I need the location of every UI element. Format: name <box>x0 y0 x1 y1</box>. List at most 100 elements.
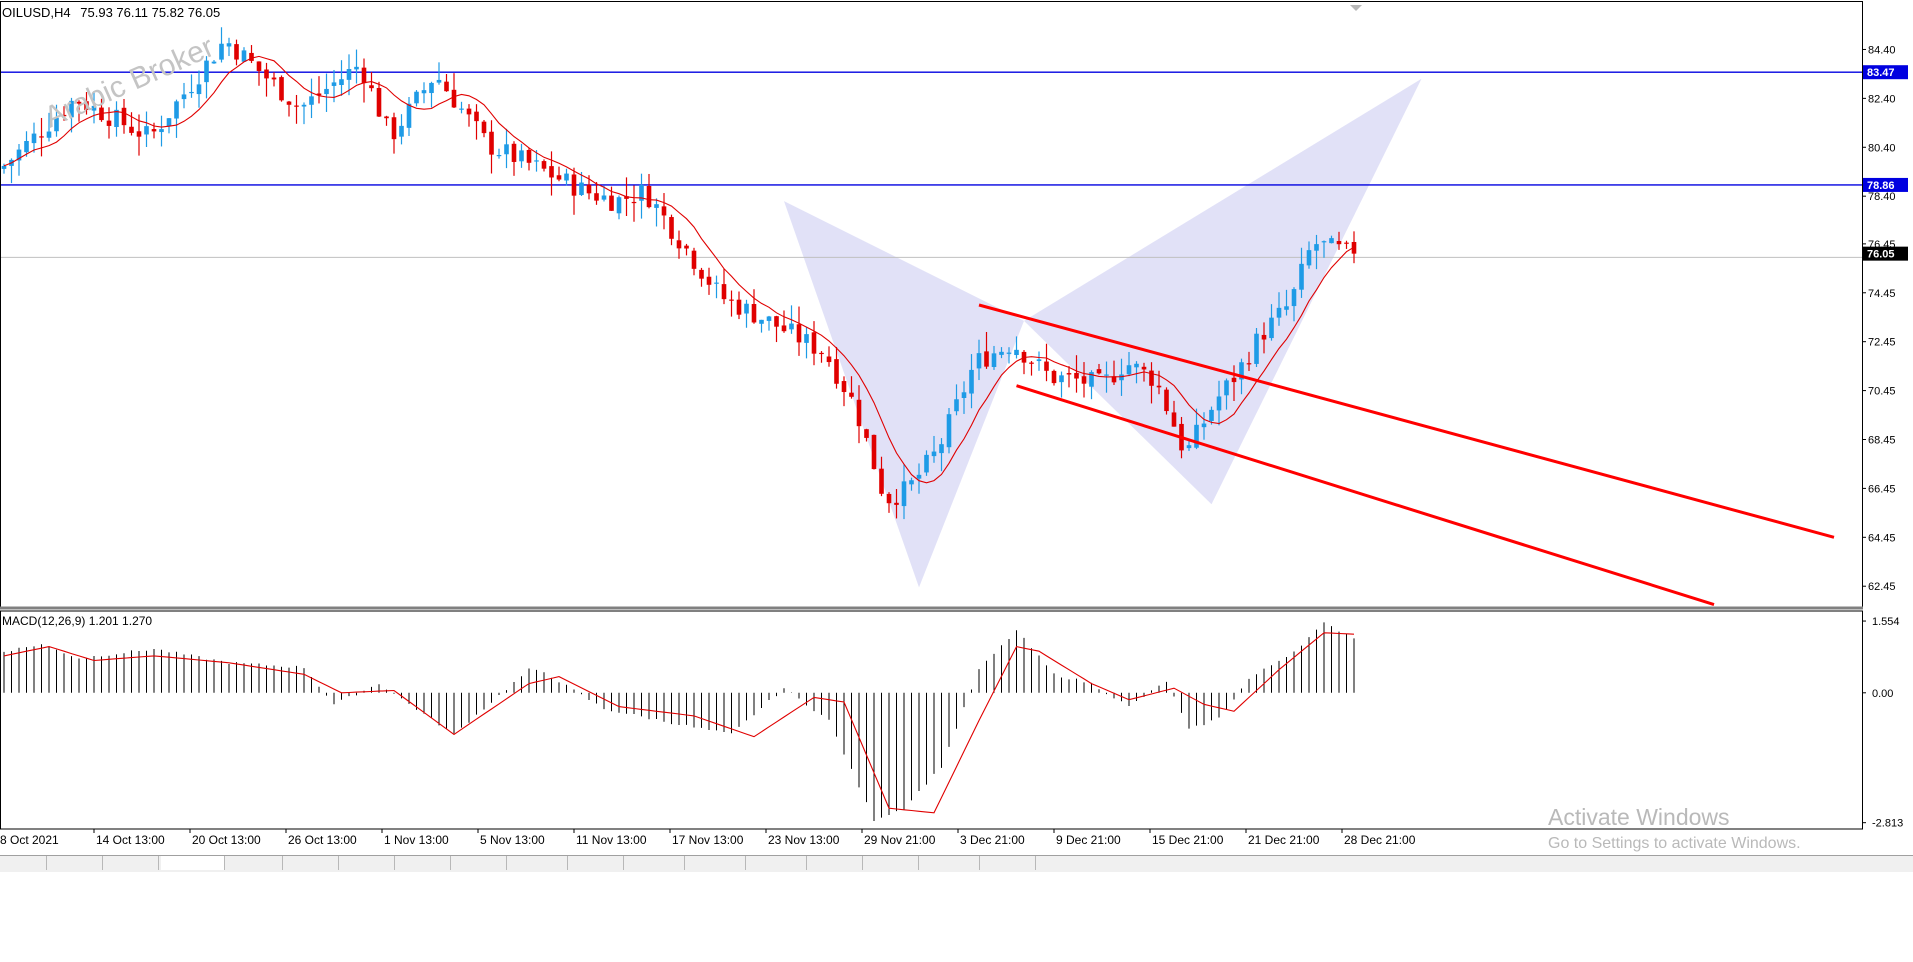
tab-11[interactable] <box>570 856 625 870</box>
candle <box>316 76 322 104</box>
candle <box>1066 366 1072 388</box>
candle <box>414 90 419 107</box>
candle <box>489 120 494 174</box>
candle <box>1134 361 1139 384</box>
candle <box>61 106 67 121</box>
candle <box>1269 304 1274 341</box>
candle <box>1201 412 1207 440</box>
candle <box>1186 440 1192 451</box>
candle <box>1344 240 1349 249</box>
candle <box>1224 378 1229 410</box>
candle <box>631 185 637 222</box>
candle <box>84 92 89 115</box>
time-tick-label: 1 Nov 13:00 <box>384 833 449 847</box>
macd-panel-border <box>0 610 1863 830</box>
macd-indicator <box>3 622 1355 821</box>
tab-active[interactable] <box>160 856 225 870</box>
tab-2[interactable] <box>49 856 103 870</box>
candle <box>669 214 674 246</box>
candle <box>286 100 292 117</box>
time-tick-label: 3 Dec 21:00 <box>960 833 1025 847</box>
candle <box>774 315 779 343</box>
price-tick-label: 68.45 <box>1868 434 1896 446</box>
candle <box>496 148 502 159</box>
candle <box>616 195 622 220</box>
scroll-marker-icon[interactable] <box>1350 5 1362 11</box>
tab-10[interactable] <box>509 856 569 870</box>
candle <box>984 331 989 369</box>
candle <box>1284 289 1289 316</box>
candle <box>766 315 772 331</box>
price-tick-label: 72.45 <box>1868 337 1896 349</box>
trading-chart[interactable]: 84.4082.4080.4078.4076.4574.4572.4570.45… <box>0 0 1913 870</box>
macd-signal-line <box>3 632 1355 814</box>
trend-channel-line-2[interactable] <box>1016 384 1715 606</box>
candle <box>444 74 449 92</box>
price-tick-label: 66.45 <box>1868 483 1896 495</box>
candle <box>264 62 269 97</box>
candle <box>781 310 787 333</box>
horizontal-lines <box>0 71 1862 258</box>
tab-16[interactable] <box>865 856 920 870</box>
candle <box>1036 351 1042 371</box>
tab-1[interactable] <box>0 856 47 870</box>
tab-6[interactable] <box>285 856 340 870</box>
candle <box>256 61 262 86</box>
tab-17[interactable] <box>921 856 981 870</box>
tab-8[interactable] <box>397 856 452 870</box>
tab-13[interactable] <box>687 856 747 870</box>
tab-14[interactable] <box>748 856 808 870</box>
candle <box>301 102 307 125</box>
candle <box>999 347 1004 359</box>
level-price-label: 78.86 <box>1863 177 1908 192</box>
candle <box>564 168 569 186</box>
candle <box>1291 287 1297 322</box>
time-axis: 8 Oct 2021 14 Oct 13:00 20 Oct 13:00 26 Oct… <box>0 829 1416 847</box>
candle <box>361 58 367 103</box>
candle <box>969 354 974 409</box>
candle <box>864 428 869 442</box>
time-tick-label: 8 Oct 2021 <box>0 833 59 847</box>
trend-channel-line-1[interactable] <box>978 303 1835 539</box>
candle <box>1329 235 1334 244</box>
tab-5[interactable] <box>227 856 284 870</box>
tab-18[interactable] <box>982 856 1037 870</box>
candle <box>654 198 659 227</box>
candle <box>429 81 434 108</box>
candle <box>241 47 247 62</box>
time-tick-label: 9 Dec 21:00 <box>1056 833 1121 847</box>
candle <box>736 291 742 320</box>
candle <box>324 73 329 112</box>
tab-9[interactable] <box>453 856 508 870</box>
candle <box>234 39 239 66</box>
candle <box>1044 343 1049 382</box>
time-tick-label: 21 Dec 21:00 <box>1248 833 1320 847</box>
candle <box>579 171 584 197</box>
tab-7[interactable] <box>341 856 396 870</box>
price-labels: 83.47 78.86 76.05 <box>1863 65 1908 261</box>
candle <box>271 72 277 87</box>
candle <box>1261 322 1267 354</box>
candle <box>556 166 562 182</box>
candle <box>421 82 427 104</box>
tab-12[interactable] <box>626 856 686 870</box>
candle <box>1081 362 1087 398</box>
candle <box>31 122 37 153</box>
candle <box>976 339 982 381</box>
tab-3[interactable] <box>105 856 159 870</box>
candle <box>901 464 907 520</box>
tab-15[interactable] <box>809 856 864 870</box>
candle <box>594 182 599 205</box>
candle <box>504 128 509 169</box>
candle <box>181 82 187 109</box>
price-axis: 84.4082.4080.4078.4076.4574.4572.4570.45… <box>1862 44 1896 593</box>
candle <box>729 290 734 317</box>
candle <box>1119 358 1124 396</box>
candle <box>91 91 97 124</box>
candle <box>841 376 847 407</box>
candle <box>204 56 209 99</box>
candle <box>706 267 712 295</box>
price-tick-label: 70.45 <box>1868 386 1896 398</box>
time-tick-label: 11 Nov 13:00 <box>576 833 647 847</box>
candle <box>1171 400 1177 427</box>
